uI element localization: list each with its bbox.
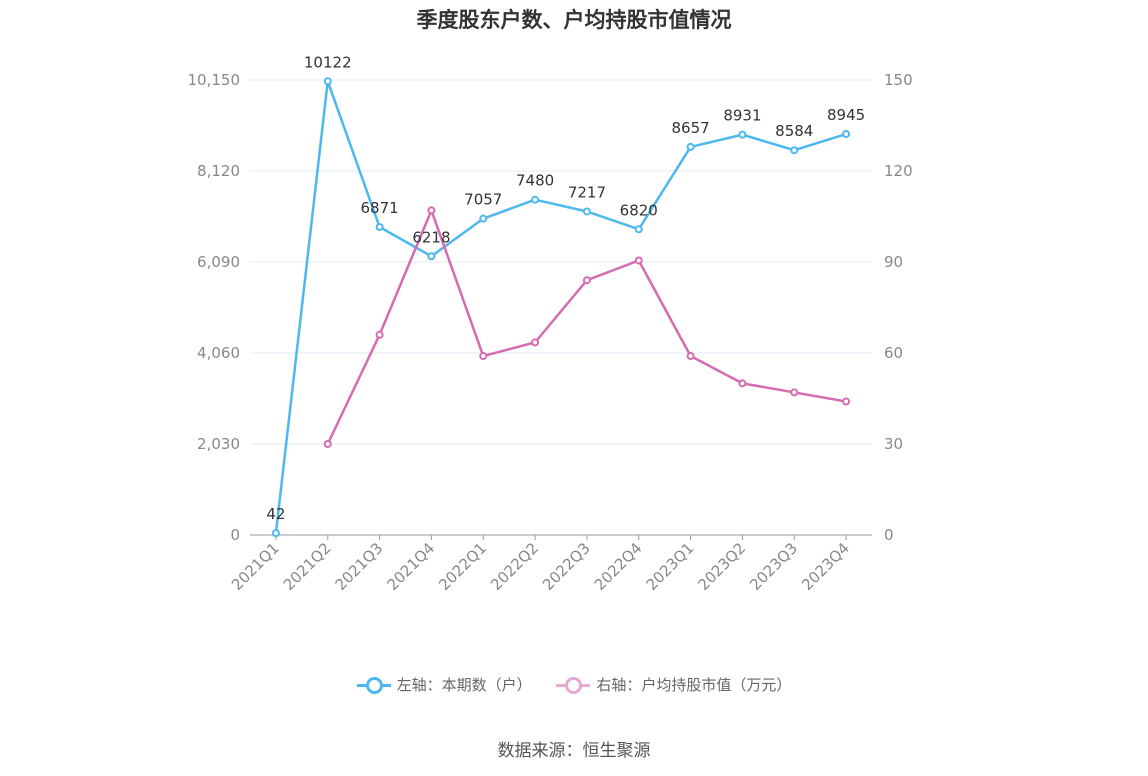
x-tick-label: 2021Q2 bbox=[280, 539, 335, 594]
x-tick-label: 2022Q2 bbox=[487, 539, 542, 594]
data-label: 42 bbox=[266, 505, 285, 523]
data-point bbox=[479, 214, 488, 223]
data-label: 7480 bbox=[516, 172, 554, 190]
x-tick-label: 2022Q1 bbox=[435, 539, 490, 594]
data-point bbox=[531, 338, 540, 347]
x-tick-label: 2021Q3 bbox=[332, 539, 387, 594]
data-point bbox=[790, 388, 799, 397]
data-point bbox=[686, 142, 695, 151]
data-label: 7217 bbox=[568, 183, 606, 201]
x-tick-label: 2023Q4 bbox=[798, 539, 853, 594]
data-point bbox=[634, 225, 643, 234]
x-tick-label: 2022Q4 bbox=[591, 539, 646, 594]
data-point bbox=[271, 529, 280, 538]
data-label: 8657 bbox=[671, 119, 709, 137]
legend-line-circle-icon bbox=[556, 675, 591, 695]
legend: 左轴：本期数（户） 右轴：户均持股市值（万元） bbox=[0, 674, 1148, 699]
x-tick-label: 2021Q4 bbox=[383, 539, 438, 594]
data-point bbox=[842, 397, 851, 406]
data-point bbox=[842, 130, 851, 139]
data-label: 6820 bbox=[620, 201, 658, 219]
left-tick-label: 6,090 bbox=[197, 253, 240, 271]
right-tick-label: 0 bbox=[884, 526, 894, 544]
data-point bbox=[427, 252, 436, 261]
data-point bbox=[738, 130, 747, 139]
data-point bbox=[375, 330, 384, 339]
x-tick-label: 2022Q3 bbox=[539, 539, 594, 594]
source-note: 数据来源：恒生聚源 bbox=[497, 741, 651, 761]
x-tick-label: 2021Q1 bbox=[228, 539, 283, 594]
data-label: 6871 bbox=[360, 199, 398, 217]
data-label: 6218 bbox=[412, 228, 450, 246]
data-labels: 42 10122 6871 6218 7057 7480 7217 6820 8657 8931 8… bbox=[266, 53, 865, 523]
legend-label: 右轴：户均持股市值（万元） bbox=[596, 676, 792, 694]
legend-item-avg-value[interactable]: 右轴：户均持股市值（万元） bbox=[556, 674, 791, 695]
left-tick-label: 8,120 bbox=[197, 162, 240, 180]
legend-line-circle-icon bbox=[356, 675, 391, 695]
left-tick-label: 10,150 bbox=[188, 71, 241, 89]
legend-label: 左轴：本期数（户） bbox=[396, 676, 532, 694]
data-point bbox=[686, 352, 695, 361]
data-point bbox=[323, 440, 332, 448]
data-point bbox=[427, 206, 436, 215]
data-point bbox=[582, 276, 591, 285]
series bbox=[271, 77, 851, 538]
right-tick-label: 30 bbox=[884, 435, 903, 453]
data-label: 8945 bbox=[827, 106, 865, 124]
left-tick-label: 2,030 bbox=[197, 435, 240, 453]
legend-item-households[interactable]: 左轴：本期数（户） bbox=[356, 674, 532, 695]
gridlines bbox=[250, 79, 872, 445]
right-tick-label: 90 bbox=[884, 253, 903, 271]
axes: 0 0 2,030 30 4,060 60 6,090 90 8,120 120 10,150 150… bbox=[188, 71, 913, 594]
data-point bbox=[479, 352, 488, 361]
series-line-0 bbox=[274, 80, 847, 534]
data-label: 8584 bbox=[775, 122, 813, 140]
series-line-1 bbox=[326, 209, 847, 445]
data-point bbox=[375, 222, 384, 231]
data-point bbox=[790, 146, 799, 155]
data-point bbox=[582, 207, 591, 216]
data-point bbox=[738, 379, 747, 388]
right-tick-label: 150 bbox=[884, 71, 913, 89]
data-label: 8931 bbox=[723, 107, 761, 125]
right-tick-label: 120 bbox=[884, 162, 913, 180]
x-tick-label: 2023Q2 bbox=[694, 539, 749, 594]
data-point bbox=[634, 256, 643, 265]
chart-title: 季度股东户数、户均持股市值情况 bbox=[416, 8, 732, 32]
data-point bbox=[323, 77, 332, 86]
data-label: 7057 bbox=[464, 191, 502, 209]
x-tick-label: 2023Q1 bbox=[643, 539, 698, 594]
left-tick-label: 4,060 bbox=[197, 344, 240, 362]
right-tick-label: 60 bbox=[884, 344, 903, 362]
data-label: 10122 bbox=[304, 53, 352, 71]
x-tick-label: 2023Q3 bbox=[746, 539, 801, 594]
data-point bbox=[531, 195, 540, 204]
left-tick-label: 0 bbox=[230, 526, 240, 544]
